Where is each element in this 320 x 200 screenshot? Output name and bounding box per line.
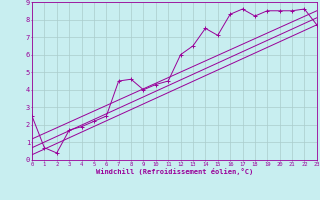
X-axis label: Windchill (Refroidissement éolien,°C): Windchill (Refroidissement éolien,°C): [96, 168, 253, 175]
